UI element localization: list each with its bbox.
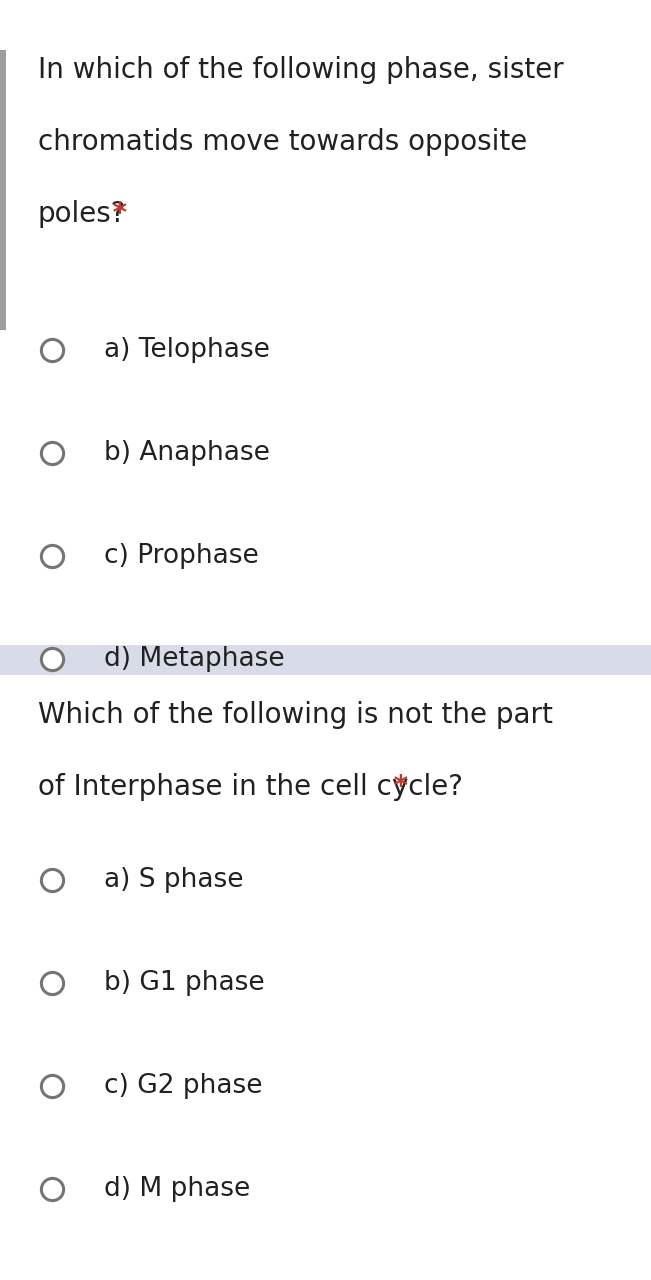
Text: b) G1 phase: b) G1 phase bbox=[104, 970, 264, 996]
Text: of Interphase in the cell cycle?: of Interphase in the cell cycle? bbox=[38, 773, 463, 801]
Text: *: * bbox=[103, 200, 127, 228]
Text: d) M phase: d) M phase bbox=[104, 1176, 250, 1202]
Bar bbox=[0, 645, 651, 675]
Text: d) Metaphase: d) Metaphase bbox=[104, 646, 284, 672]
Text: *: * bbox=[383, 773, 408, 801]
Text: Which of the following is not the part: Which of the following is not the part bbox=[38, 701, 553, 730]
Text: In which of the following phase, sister: In which of the following phase, sister bbox=[38, 56, 564, 84]
Text: a) S phase: a) S phase bbox=[104, 867, 243, 893]
Text: a) Telophase: a) Telophase bbox=[104, 337, 270, 364]
Text: b) Anaphase: b) Anaphase bbox=[104, 440, 270, 466]
Bar bbox=[0, 660, 651, 1280]
Text: c) G2 phase: c) G2 phase bbox=[104, 1073, 262, 1100]
Bar bbox=[0, 50, 6, 330]
Text: poles?: poles? bbox=[38, 200, 126, 228]
Text: chromatids move towards opposite: chromatids move towards opposite bbox=[38, 128, 527, 156]
Text: c) Prophase: c) Prophase bbox=[104, 543, 258, 570]
Bar bbox=[0, 0, 651, 660]
